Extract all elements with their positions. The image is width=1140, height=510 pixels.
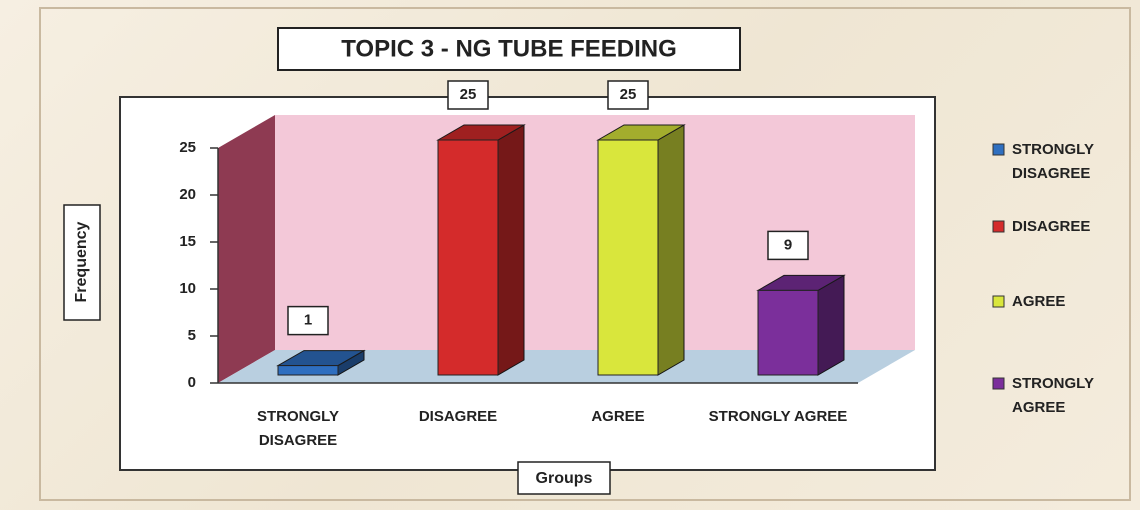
legend-swatch xyxy=(992,143,1005,156)
legend-label: STRONGLY AGREE xyxy=(1012,375,1094,416)
value-label-box xyxy=(767,230,809,261)
legend-swatch xyxy=(992,295,1005,308)
x-label-box xyxy=(517,461,611,495)
value-label: 25 xyxy=(620,86,637,103)
y-tick-label: 15 xyxy=(179,233,196,250)
bar-side xyxy=(497,124,525,376)
bar-group xyxy=(436,124,526,376)
bar xyxy=(277,365,339,376)
y-tick-label: 0 xyxy=(188,374,196,391)
back-wall xyxy=(275,115,915,350)
floor xyxy=(218,350,915,383)
bar xyxy=(597,139,659,376)
bar-side xyxy=(817,274,845,376)
bar-side xyxy=(657,124,685,376)
value-label: 1 xyxy=(304,312,312,329)
y-tick-label: 5 xyxy=(188,327,196,344)
paper-edge xyxy=(39,7,1131,501)
value-label-box xyxy=(607,80,649,110)
legend-label: STRONGLY DISAGREE xyxy=(1012,141,1094,182)
legend-label: AGREE xyxy=(1012,293,1066,310)
title-box xyxy=(277,27,741,71)
value-label-box xyxy=(287,305,329,336)
x-tick-label: STRONGLY AGREE xyxy=(708,408,848,425)
chart-title: TOPIC 3 - NG TUBE FEEDING xyxy=(341,35,677,62)
value-label: 25 xyxy=(460,86,477,103)
y-tick-label: 20 xyxy=(179,186,196,203)
x-tick-label: AGREE xyxy=(591,408,645,425)
bar xyxy=(757,289,819,376)
bar-group xyxy=(276,349,366,376)
y-tick-label: 25 xyxy=(179,139,196,156)
legend-swatch xyxy=(992,377,1005,390)
value-label-box xyxy=(447,80,489,110)
x-tick-label: DISAGREE xyxy=(418,408,498,425)
y-tick-label: 10 xyxy=(179,280,196,297)
legend-label: DISAGREE xyxy=(1012,218,1091,235)
side-wall xyxy=(218,115,275,383)
bar-group xyxy=(756,274,846,376)
bar-group xyxy=(596,124,686,376)
x-tick-label: STRONGLY DISAGREE xyxy=(257,408,339,449)
y-axis-label: Frequency xyxy=(73,221,90,302)
x-axis-label: Groups xyxy=(536,470,593,487)
y-label-box xyxy=(63,204,101,321)
bar xyxy=(437,139,499,376)
legend-swatch xyxy=(992,220,1005,233)
value-label: 9 xyxy=(784,236,792,253)
